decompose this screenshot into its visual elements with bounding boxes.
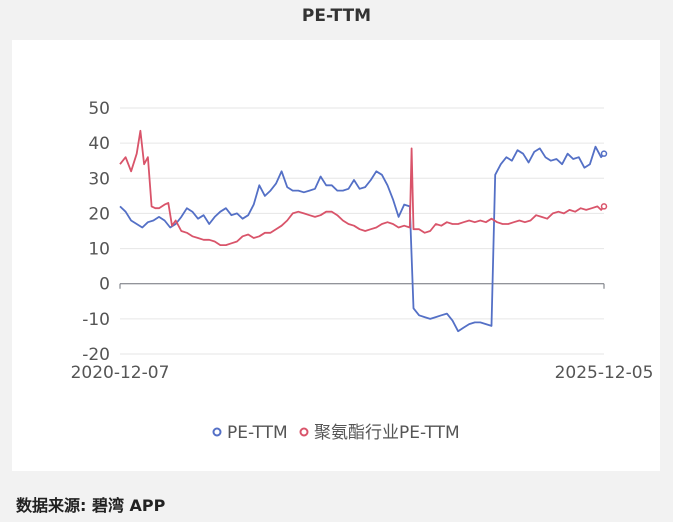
chart-title: PE-TTM (301, 6, 372, 26)
x-tick-label-end: 2025-12-05 (555, 363, 654, 383)
pe-ttm-line-chart: -20 -10 0 10 20 30 40 50 2020-12-07 2025-12-05 P… (71, 99, 654, 443)
legend-label: PE-TTM (227, 423, 288, 443)
data-source-note: 数据来源: 碧湾 APP (16, 496, 166, 515)
chart-card: -20 -10 0 10 20 30 40 50 2020-12-07 2025-12-05 P… (12, 40, 660, 471)
y-tick-label: 50 (88, 99, 110, 119)
y-tick-label: 40 (88, 134, 110, 154)
legend-label: 聚氨酯行业PE-TTM (314, 423, 460, 443)
series-layer (119, 129, 608, 333)
y-axis-tick-labels: -20 -10 0 10 20 30 40 50 (82, 99, 110, 365)
legend-item-industry-pe-ttm[interactable]: 聚氨酯行业PE-TTM (299, 423, 460, 443)
x-axis: 2020-12-07 2025-12-05 (71, 283, 654, 383)
y-tick-label: 0 (99, 275, 110, 295)
grid-layer (120, 107, 604, 355)
y-tick-label: 10 (88, 240, 110, 260)
legend[interactable]: PE-TTM 聚氨酯行业PE-TTM (212, 423, 460, 443)
industry-pe-ttm-series-end-point (600, 203, 608, 210)
y-tick-label: 20 (88, 204, 110, 224)
pe-ttm-series-line (119, 145, 605, 333)
industry-pe-ttm-series-line (119, 129, 605, 246)
x-tick-label-start: 2020-12-07 (71, 363, 170, 383)
legend-item-pe-ttm[interactable]: PE-TTM (212, 423, 288, 443)
legend-marker-icon (299, 427, 309, 437)
y-tick-label: 30 (88, 169, 110, 189)
y-tick-label: -10 (82, 310, 110, 330)
legend-marker-icon (212, 427, 222, 437)
y-tick-label: -20 (82, 345, 110, 365)
pe-ttm-series-end-point (600, 150, 608, 157)
